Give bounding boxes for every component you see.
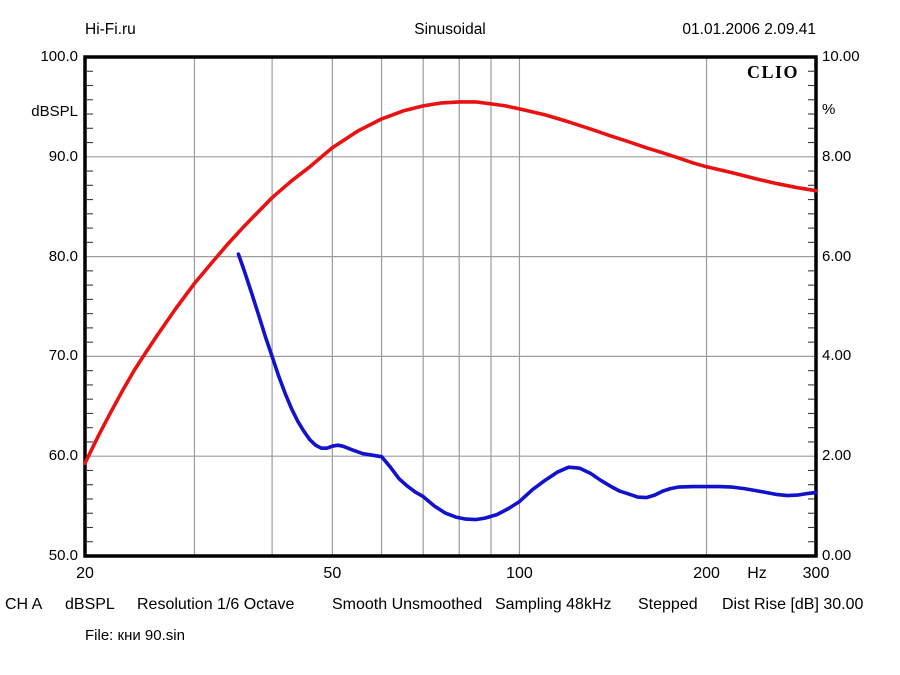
left-axis-tick-label: 100.0 [40,48,78,65]
right-axis-tick-label: 10.00 [822,48,860,65]
right-axis-tick-label: 8.00 [822,147,852,165]
status-channel: CH A [5,596,43,613]
x-axis-tick-label: 50 [323,565,342,582]
right-axis-tick-label: 4.00 [822,347,852,365]
right-axis-tick-label: 0.00 [822,547,852,564]
frequency-response-dbspl-curve [83,100,818,466]
status-resolution: Resolution 1/6 Octave [137,596,295,613]
x-axis-tick-label: 300 [802,565,830,582]
file-name-label: File: кни 90.sin [85,627,185,644]
x-axis-tick-label: 200 [693,565,720,582]
right-axis-unit-label: % [822,101,836,118]
left-axis-tick-label: 70.0 [48,347,78,365]
left-axis-tick-label: 90.0 [48,147,78,165]
clio-logo: CLIO [746,62,799,82]
right-axis-tick-label: 6.00 [822,247,852,265]
left-axis-tick-label: 80.0 [48,247,78,265]
x-axis-tick-label: 20 [76,565,94,582]
distortion-percent-curve [236,252,818,522]
status-smoothing: Smooth Unsmoothed [332,596,483,613]
header-site-label: Hi-Fi.ru [85,21,136,38]
right-axis-tick-label: 2.00 [822,447,852,465]
plot-border [83,55,818,558]
left-axis-unit-label: dBSPL [31,103,78,120]
status-dist-rise: Dist Rise [dB] 30.00 [722,596,864,613]
x-axis-tick-label: 100 [506,565,533,582]
header-timestamp: 01.01.2006 2.09.41 [682,21,816,38]
status-stepped: Stepped [638,596,698,613]
x-axis-unit-label: Hz [747,565,767,582]
left-axis-tick-label: 60.0 [48,447,78,465]
header-measurement-type: Sinusoidal [414,21,486,38]
status-sampling: Sampling 48kHz [495,596,612,613]
left-axis-tick-label: 50.0 [48,547,78,564]
status-unit: dBSPL [65,596,115,613]
